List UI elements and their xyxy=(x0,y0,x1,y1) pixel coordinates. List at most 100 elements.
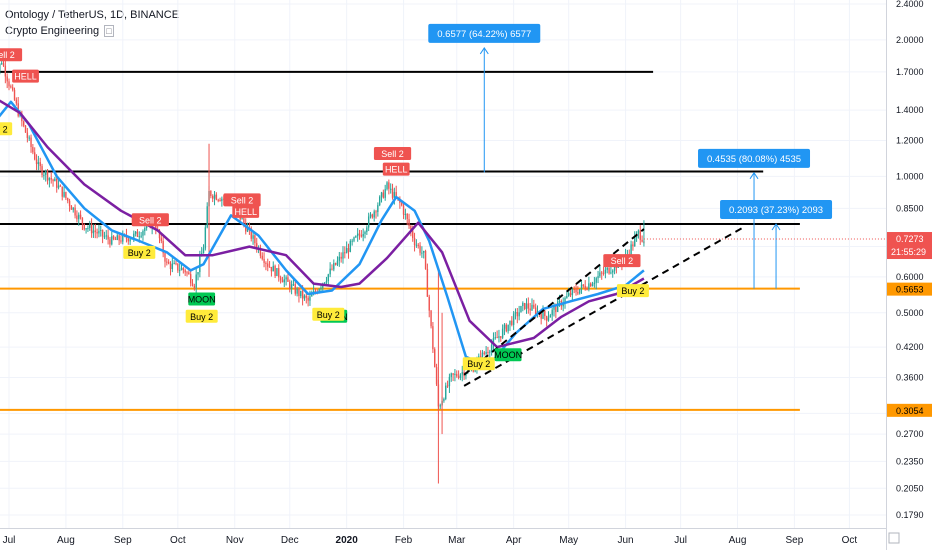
trend-line[interactable] xyxy=(463,228,645,376)
measure-callout[interactable] xyxy=(428,23,541,43)
candle-body xyxy=(177,263,179,271)
candle-body xyxy=(362,234,364,237)
candle-body xyxy=(101,229,104,237)
candle-body xyxy=(516,312,519,317)
arrow-head-icon xyxy=(771,223,781,231)
candle-body xyxy=(212,196,214,199)
candle-body xyxy=(586,288,588,290)
arrow-head-icon xyxy=(749,171,759,180)
candle-body xyxy=(300,290,302,297)
candle-body xyxy=(215,194,218,200)
candle-body xyxy=(342,252,344,259)
candle-body xyxy=(24,125,27,133)
candle-body xyxy=(545,316,548,321)
indicator-legend[interactable]: Crypto Engineering □ xyxy=(5,25,114,37)
candle-body xyxy=(68,200,71,207)
candle-body xyxy=(424,250,427,269)
candle-body xyxy=(43,174,45,176)
sell-signal-text: Sell 2 xyxy=(0,50,15,60)
time-tick-label: Oct xyxy=(842,535,858,546)
candle-body xyxy=(450,373,452,377)
price-tick-label: 1.0000 xyxy=(896,171,924,181)
candle-body xyxy=(410,225,412,231)
settings-icon[interactable] xyxy=(888,532,900,544)
candle-body xyxy=(595,278,597,283)
candle-body xyxy=(92,230,95,234)
sell-signal-badge xyxy=(12,69,39,83)
candle-body xyxy=(481,352,484,362)
current-price-tag[interactable] xyxy=(887,232,932,260)
candle-body xyxy=(406,213,408,220)
measure-callout[interactable] xyxy=(720,199,833,219)
sell-signal-badge xyxy=(373,147,412,161)
candle-body xyxy=(193,285,196,288)
candle-body xyxy=(100,229,102,231)
time-axis[interactable]: Jul Aug Sep Oct Nov Dec 2020 Feb Mar Apr May Jun Jul… xyxy=(0,528,900,547)
price-tick-label: 0.3600 xyxy=(896,372,924,382)
candle-body xyxy=(267,263,269,267)
candle-body xyxy=(298,289,300,297)
candle-body xyxy=(544,310,546,317)
candle-body xyxy=(329,268,331,275)
candle-body xyxy=(331,268,333,270)
candle-body xyxy=(602,272,605,274)
candle-body xyxy=(489,351,491,353)
candle-body xyxy=(120,240,122,242)
candle-body xyxy=(127,238,129,242)
candle-body xyxy=(613,263,616,271)
candle-body xyxy=(8,81,10,87)
candle-body xyxy=(116,235,118,240)
candle-body xyxy=(384,189,386,198)
measurement-tools[interactable]: 0.6577 (64.22%) 6577 0.4535 (80.08%) 4535… xyxy=(428,23,833,289)
candle-body xyxy=(63,192,65,197)
candle-body xyxy=(0,63,3,65)
sell-signal-badge xyxy=(131,213,169,227)
moving-averages xyxy=(0,99,645,369)
price-tick-label: 0.1790 xyxy=(896,510,924,520)
ma_slow-line xyxy=(0,99,645,349)
candle-body xyxy=(505,324,507,332)
candle-body xyxy=(259,247,262,256)
candle-body xyxy=(197,272,199,275)
candle-body xyxy=(467,367,469,373)
trend-line[interactable] xyxy=(463,225,746,387)
price-axis[interactable]: 2.4000 2.0000 1.7000 1.4000 1.2000 1.0000 0.85… xyxy=(643,0,932,550)
level-price-tag[interactable] xyxy=(887,403,932,417)
candle-body xyxy=(630,244,632,256)
candle-body xyxy=(553,306,555,310)
price-tick-label: 0.2350 xyxy=(896,456,924,466)
candle-body xyxy=(32,146,34,153)
candle-body xyxy=(567,293,570,296)
candle-body xyxy=(336,260,339,265)
candle-body xyxy=(345,248,348,254)
candle-body xyxy=(367,216,370,228)
candle-body xyxy=(575,289,577,293)
horizontal-levels[interactable] xyxy=(0,70,800,411)
price-tick-label: 1.7000 xyxy=(896,67,924,77)
candle-body xyxy=(199,256,201,273)
candle-body xyxy=(59,185,62,187)
candle-body xyxy=(79,214,82,218)
candle-body xyxy=(39,162,41,167)
sell-signal-text: HELL xyxy=(14,72,37,82)
buy-signal-text: Buy 2 xyxy=(317,310,340,320)
candle-body xyxy=(507,324,509,332)
candle-body xyxy=(608,267,610,274)
candle-body xyxy=(388,182,390,189)
candle-body xyxy=(186,272,188,274)
candle-body xyxy=(634,237,636,247)
level-price-tag[interactable] xyxy=(887,282,932,296)
sell-signal-text: Sell 2 xyxy=(611,256,634,266)
candle-body xyxy=(593,282,596,285)
candle-body xyxy=(641,239,643,242)
indicator-settings-icon[interactable]: □ xyxy=(104,25,114,37)
candle-body xyxy=(498,336,500,338)
candle-body xyxy=(45,171,47,175)
level-price-text: 0.3054 xyxy=(896,406,924,416)
candle-body xyxy=(96,231,98,234)
trend-channel[interactable] xyxy=(463,225,746,387)
measure-callout[interactable] xyxy=(698,148,811,168)
candle-body xyxy=(584,285,586,289)
candle-body xyxy=(423,250,425,253)
